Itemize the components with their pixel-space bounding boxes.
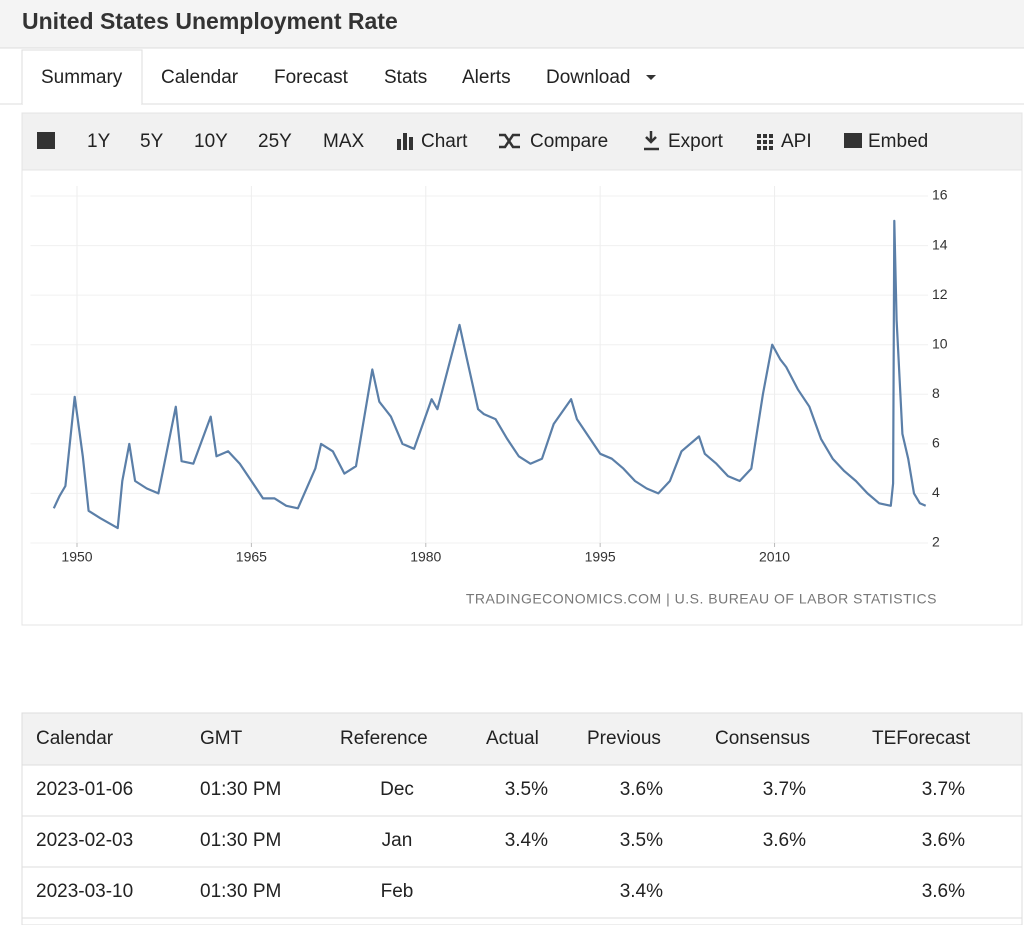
table-header-cell: Calendar <box>36 728 114 749</box>
tab[interactable]: Alerts <box>462 67 511 88</box>
table-cell: 01:30 PM <box>200 881 281 902</box>
y-tick-label: 14 <box>932 236 948 252</box>
chart-icon <box>397 139 401 150</box>
table-cell: 2023-03-10 <box>36 881 133 902</box>
table-cell: 3.7% <box>763 779 806 800</box>
export-icon <box>644 131 659 151</box>
table-header-bg <box>22 713 1022 765</box>
table-cell: 3.4% <box>505 830 548 851</box>
table-header-cell: Previous <box>587 728 661 749</box>
tab[interactable]: Stats <box>384 67 427 88</box>
toolbar-item[interactable]: MAX <box>323 131 365 152</box>
y-tick-label: 2 <box>932 534 940 550</box>
toolbar-item[interactable]: API <box>781 131 812 152</box>
tab[interactable]: Download <box>546 67 631 88</box>
y-tick-label: 12 <box>932 286 948 302</box>
table-cell: 3.7% <box>922 779 965 800</box>
y-tick-label: 8 <box>932 385 940 401</box>
toolbar-item[interactable]: Export <box>668 131 724 152</box>
page-title: United States Unemployment Rate <box>22 8 398 34</box>
table-header-cell: Actual <box>486 728 539 749</box>
calendar-icon[interactable] <box>37 132 55 149</box>
chart-source: TRADINGECONOMICS.COM | U.S. BUREAU OF LA… <box>466 591 937 607</box>
chart-icon <box>403 133 407 150</box>
toolbar-item[interactable]: 25Y <box>258 131 292 152</box>
toolbar-item[interactable]: 5Y <box>140 131 164 152</box>
tab[interactable]: Summary <box>41 67 123 88</box>
x-tick-label: 1965 <box>236 549 267 565</box>
table-cell: 3.6% <box>922 830 965 851</box>
x-tick-label: 1995 <box>585 549 616 565</box>
table-cell: 2023-02-03 <box>36 830 133 851</box>
table-header-cell: GMT <box>200 728 243 749</box>
table-header-cell: Reference <box>340 728 428 749</box>
y-tick-label: 4 <box>932 484 940 500</box>
toolbar-item[interactable]: 1Y <box>87 131 111 152</box>
tab[interactable]: Calendar <box>161 67 239 88</box>
table-cell: 3.6% <box>620 779 663 800</box>
table-cell: 2023-01-06 <box>36 779 133 800</box>
x-tick-label: 1950 <box>61 549 92 565</box>
toolbar-item[interactable]: Compare <box>530 131 608 152</box>
title-bar <box>0 0 1024 48</box>
table-cell: 3.6% <box>763 830 806 851</box>
table-cell: Feb <box>381 881 414 902</box>
tab[interactable]: Forecast <box>274 67 349 88</box>
table-cell: 01:30 PM <box>200 779 281 800</box>
x-tick-label: 1980 <box>410 549 441 565</box>
dropdown-caret <box>646 75 656 80</box>
y-tick-label: 6 <box>932 435 940 451</box>
table-cell: Dec <box>380 779 414 800</box>
toolbar-item[interactable]: 10Y <box>194 131 228 152</box>
table-frame <box>21 712 1023 925</box>
table-cell: 3.4% <box>620 881 663 902</box>
table-cell: 3.6% <box>922 881 965 902</box>
table-cell: 01:30 PM <box>200 830 281 851</box>
x-tick-label: 2010 <box>759 549 790 565</box>
chart-panel <box>21 112 1023 626</box>
table-header-cell: Consensus <box>715 728 810 749</box>
table-header-cell: TEForecast <box>872 728 971 749</box>
compare-icon <box>499 133 520 149</box>
toolbar-icons <box>37 131 862 151</box>
toolbar-item[interactable]: Embed <box>868 131 928 152</box>
chart-icon <box>409 137 413 150</box>
table-cell: 3.5% <box>505 779 548 800</box>
y-tick-label: 16 <box>932 187 948 203</box>
data-line <box>52 219 927 530</box>
api-icon <box>757 134 773 150</box>
y-tick-label: 10 <box>932 335 948 351</box>
table-cell: 3.5% <box>620 830 663 851</box>
active-tab <box>21 49 143 104</box>
toolbar-item[interactable]: Chart <box>421 131 468 152</box>
embed-icon <box>844 133 862 148</box>
table-cell: Jan <box>382 830 413 851</box>
